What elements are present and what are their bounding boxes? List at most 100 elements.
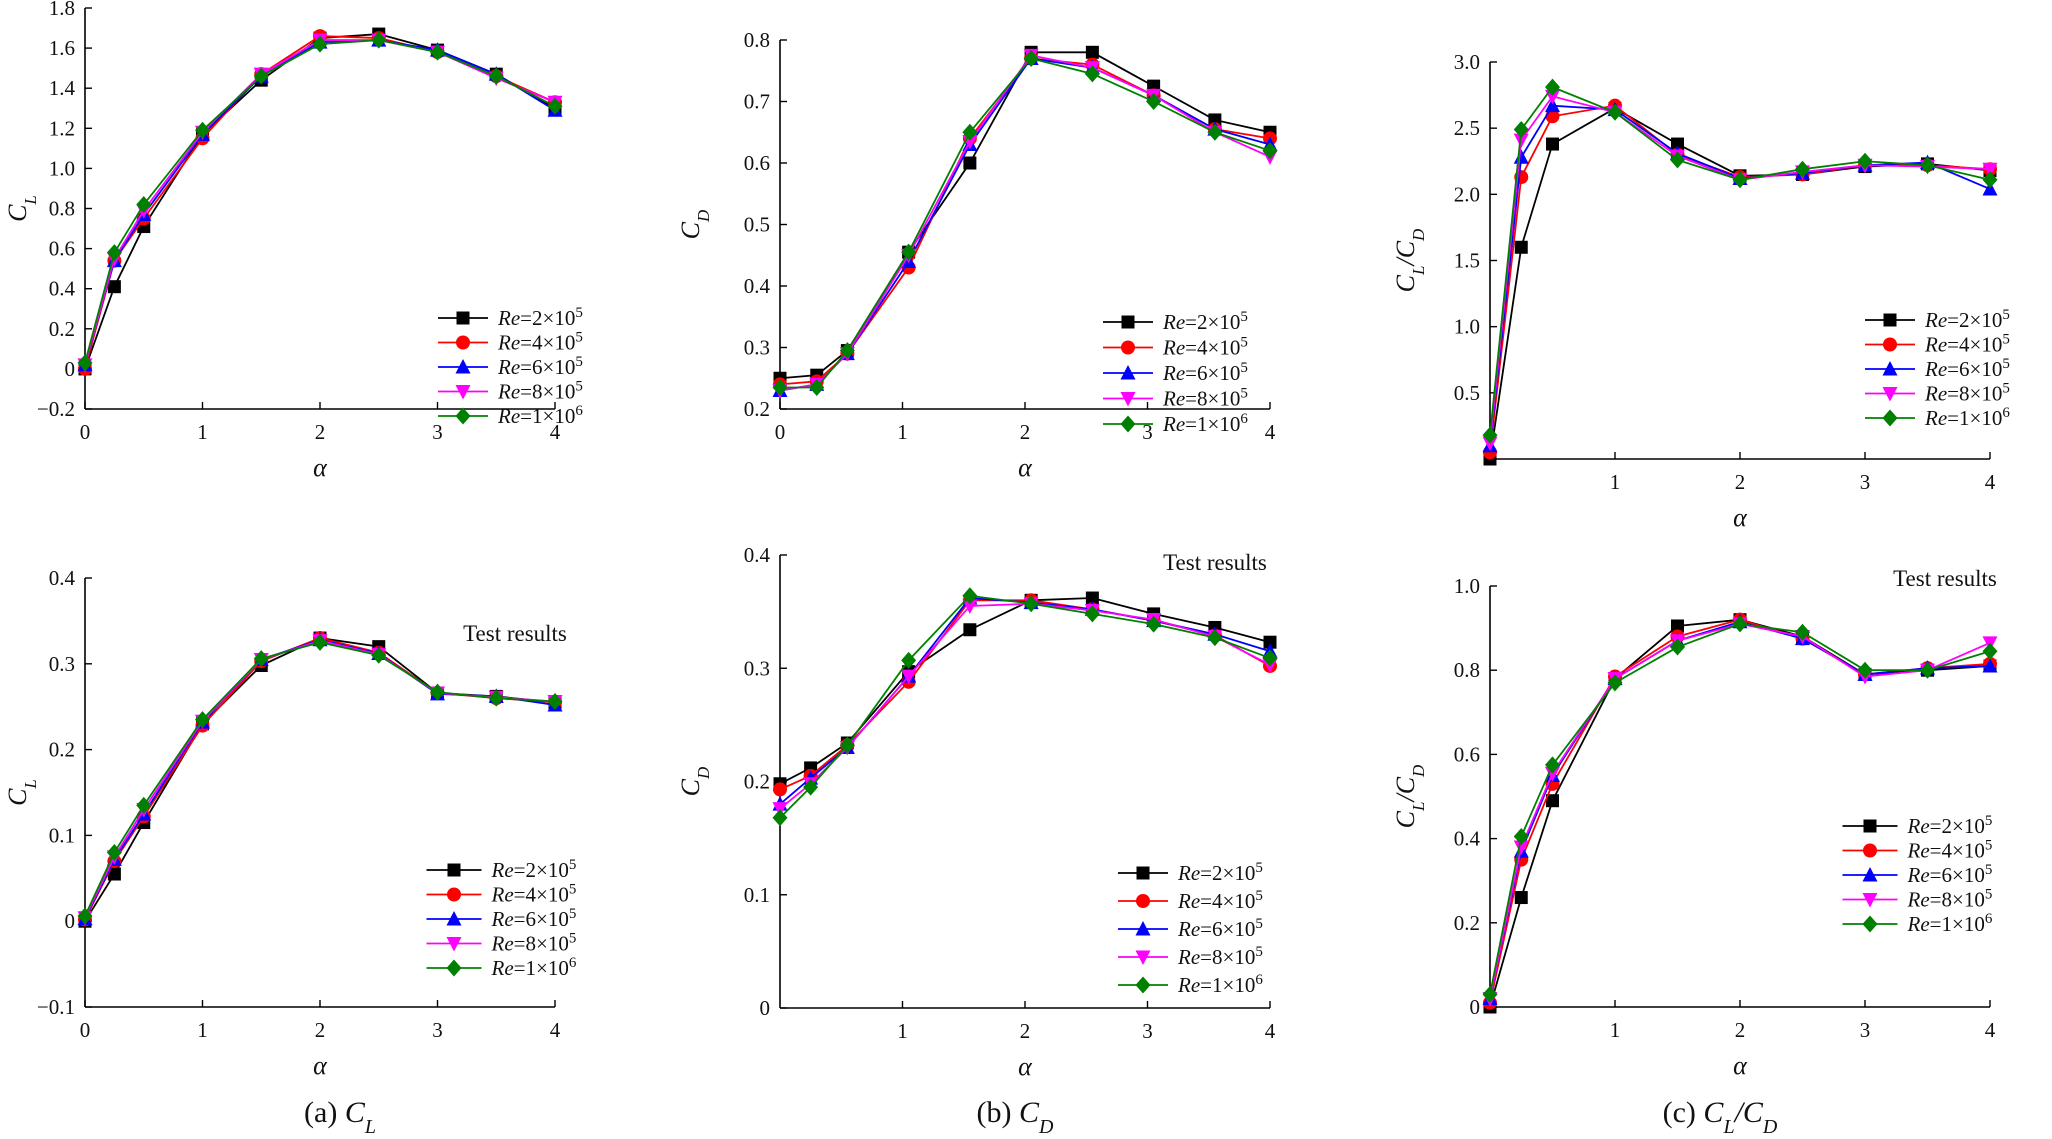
data-point <box>371 31 387 49</box>
data-point <box>1607 674 1623 692</box>
series-line <box>1489 104 1991 446</box>
series-line <box>84 35 556 370</box>
data-point <box>1671 619 1684 633</box>
y-tick-label: 0.8 <box>1454 658 1480 682</box>
x-tick-label: 2 <box>1735 470 1746 494</box>
series-re-4-10 <box>1483 612 1997 1010</box>
data-point <box>430 43 445 61</box>
legend-marker <box>446 911 462 926</box>
y-axis-label: CL​/CD​ <box>1391 228 1428 292</box>
legend-label: Re=8×105 <box>497 379 583 404</box>
data-point <box>962 587 978 605</box>
legend-label: Re=6×105 <box>1924 356 2010 381</box>
x-tick-label: 3 <box>432 1018 443 1042</box>
chart-panel-ld-test: 0 0.2 0.4 0.6 0.8 1.0 1 2 3 4 α CL​/CD​ Test results… <box>1391 566 1998 1080</box>
x-tick-label: 0 <box>775 420 786 444</box>
data-point <box>136 195 152 213</box>
y-axis-label: CL​/CD​ <box>1391 764 1428 828</box>
legend-label: Re=1×106 <box>1162 411 1248 436</box>
data-point <box>1023 49 1039 67</box>
y-tick-label: −0.1 <box>37 995 75 1019</box>
series-line <box>1489 86 1991 436</box>
series-re-8-10 <box>772 597 1278 817</box>
legend-label: Re=2×105 <box>1924 307 2010 332</box>
x-tick-label: 1 <box>897 420 908 444</box>
data-point <box>1982 642 1998 660</box>
data-point <box>547 693 563 711</box>
series-re-6-10 <box>77 631 563 926</box>
legend-label: Re=4×105 <box>1924 332 2010 357</box>
chart-panel-cd-sim: 0.20.30.40.50.60.70.801234αCD​Re=2×105Re… <box>676 28 1278 482</box>
legend-marker <box>1863 843 1877 858</box>
legend-marker <box>1135 921 1151 936</box>
data-point <box>901 669 917 685</box>
y-tick-label: 1.4 <box>49 76 76 100</box>
legend-marker <box>1121 315 1135 329</box>
data-point <box>963 623 977 637</box>
y-tick-label: 1.8 <box>49 0 75 20</box>
y-tick-label: 0 <box>65 357 76 381</box>
series-line <box>1489 620 1991 999</box>
x-tick-label: 2 <box>315 1018 326 1042</box>
annotation-text: Test results <box>1163 550 1267 575</box>
data-point <box>107 280 121 294</box>
y-tick-label: 0.3 <box>744 656 770 680</box>
series-re-1-10 <box>77 31 563 372</box>
series-re-8-10 <box>77 33 563 373</box>
series-re-4-10 <box>1483 98 1997 460</box>
chart-panel-cl-sim: −0.200.20.40.60.81.01.21.41.61.80 1 2 3 4αCL… <box>3 0 583 482</box>
series-line <box>84 637 556 922</box>
data-point <box>839 342 855 360</box>
data-point <box>1982 181 1998 196</box>
legend-marker <box>1862 867 1878 882</box>
series-line <box>1489 95 1991 444</box>
legend-label: Re=6×105 <box>491 906 577 931</box>
y-tick-label: 0.2 <box>744 770 770 794</box>
y-tick-label: 0.2 <box>1454 911 1480 935</box>
series-line <box>1489 622 1991 999</box>
legend-marker <box>1882 387 1898 402</box>
legend-marker <box>447 887 461 902</box>
data-point <box>1513 840 1529 856</box>
legend-marker <box>1863 819 1877 833</box>
y-tick-label: 0.4 <box>744 274 771 298</box>
annotation-text: Test results <box>1893 566 1997 591</box>
chart-panel-cd-test: 0 0.1 0.2 0.3 0.4 1 2 3 4 α CD​ Test results Re=2×10… <box>676 543 1278 1081</box>
series-re-6-10 <box>1482 97 1998 453</box>
data-point <box>1607 103 1623 121</box>
data-point <box>1795 623 1810 641</box>
data-point <box>312 35 328 53</box>
figure-caption: (b) CD​ <box>977 1096 1055 1134</box>
series-line <box>779 594 1271 819</box>
data-point <box>1920 661 1935 679</box>
y-axis-label: CD​ <box>676 766 713 796</box>
legend-label: Re=6×105 <box>1907 862 1993 887</box>
data-point <box>195 711 210 729</box>
y-tick-label: 1.2 <box>49 116 75 140</box>
y-tick-label: 0.2 <box>744 397 770 421</box>
x-axis-label: α <box>313 453 328 482</box>
data-point <box>1982 657 1998 673</box>
data-point <box>773 782 787 797</box>
y-tick-label: −0.2 <box>37 397 75 421</box>
data-point <box>106 244 122 262</box>
legend-label: Re=8×105 <box>1177 944 1263 969</box>
y-tick-label: 0.5 <box>744 213 770 237</box>
chart-panel-ld-sim: 0.51.01.52.02.53.01234αCL​/CD​Re=2×105Re… <box>1391 50 2010 532</box>
x-tick-label: 2 <box>1020 1019 1031 1043</box>
legend-label: Re=2×105 <box>1177 860 1263 885</box>
data-point <box>1482 426 1498 444</box>
legend-marker <box>1120 365 1136 380</box>
legend-marker <box>1862 893 1878 908</box>
data-point <box>547 97 563 115</box>
legend-marker <box>1120 392 1136 407</box>
data-point <box>1514 891 1528 905</box>
data-point <box>1514 240 1528 254</box>
legend-label: Re=4×105 <box>491 882 577 907</box>
legend-marker <box>447 863 461 877</box>
data-point <box>1262 649 1278 667</box>
data-point <box>1085 591 1099 605</box>
series-line <box>84 641 556 917</box>
